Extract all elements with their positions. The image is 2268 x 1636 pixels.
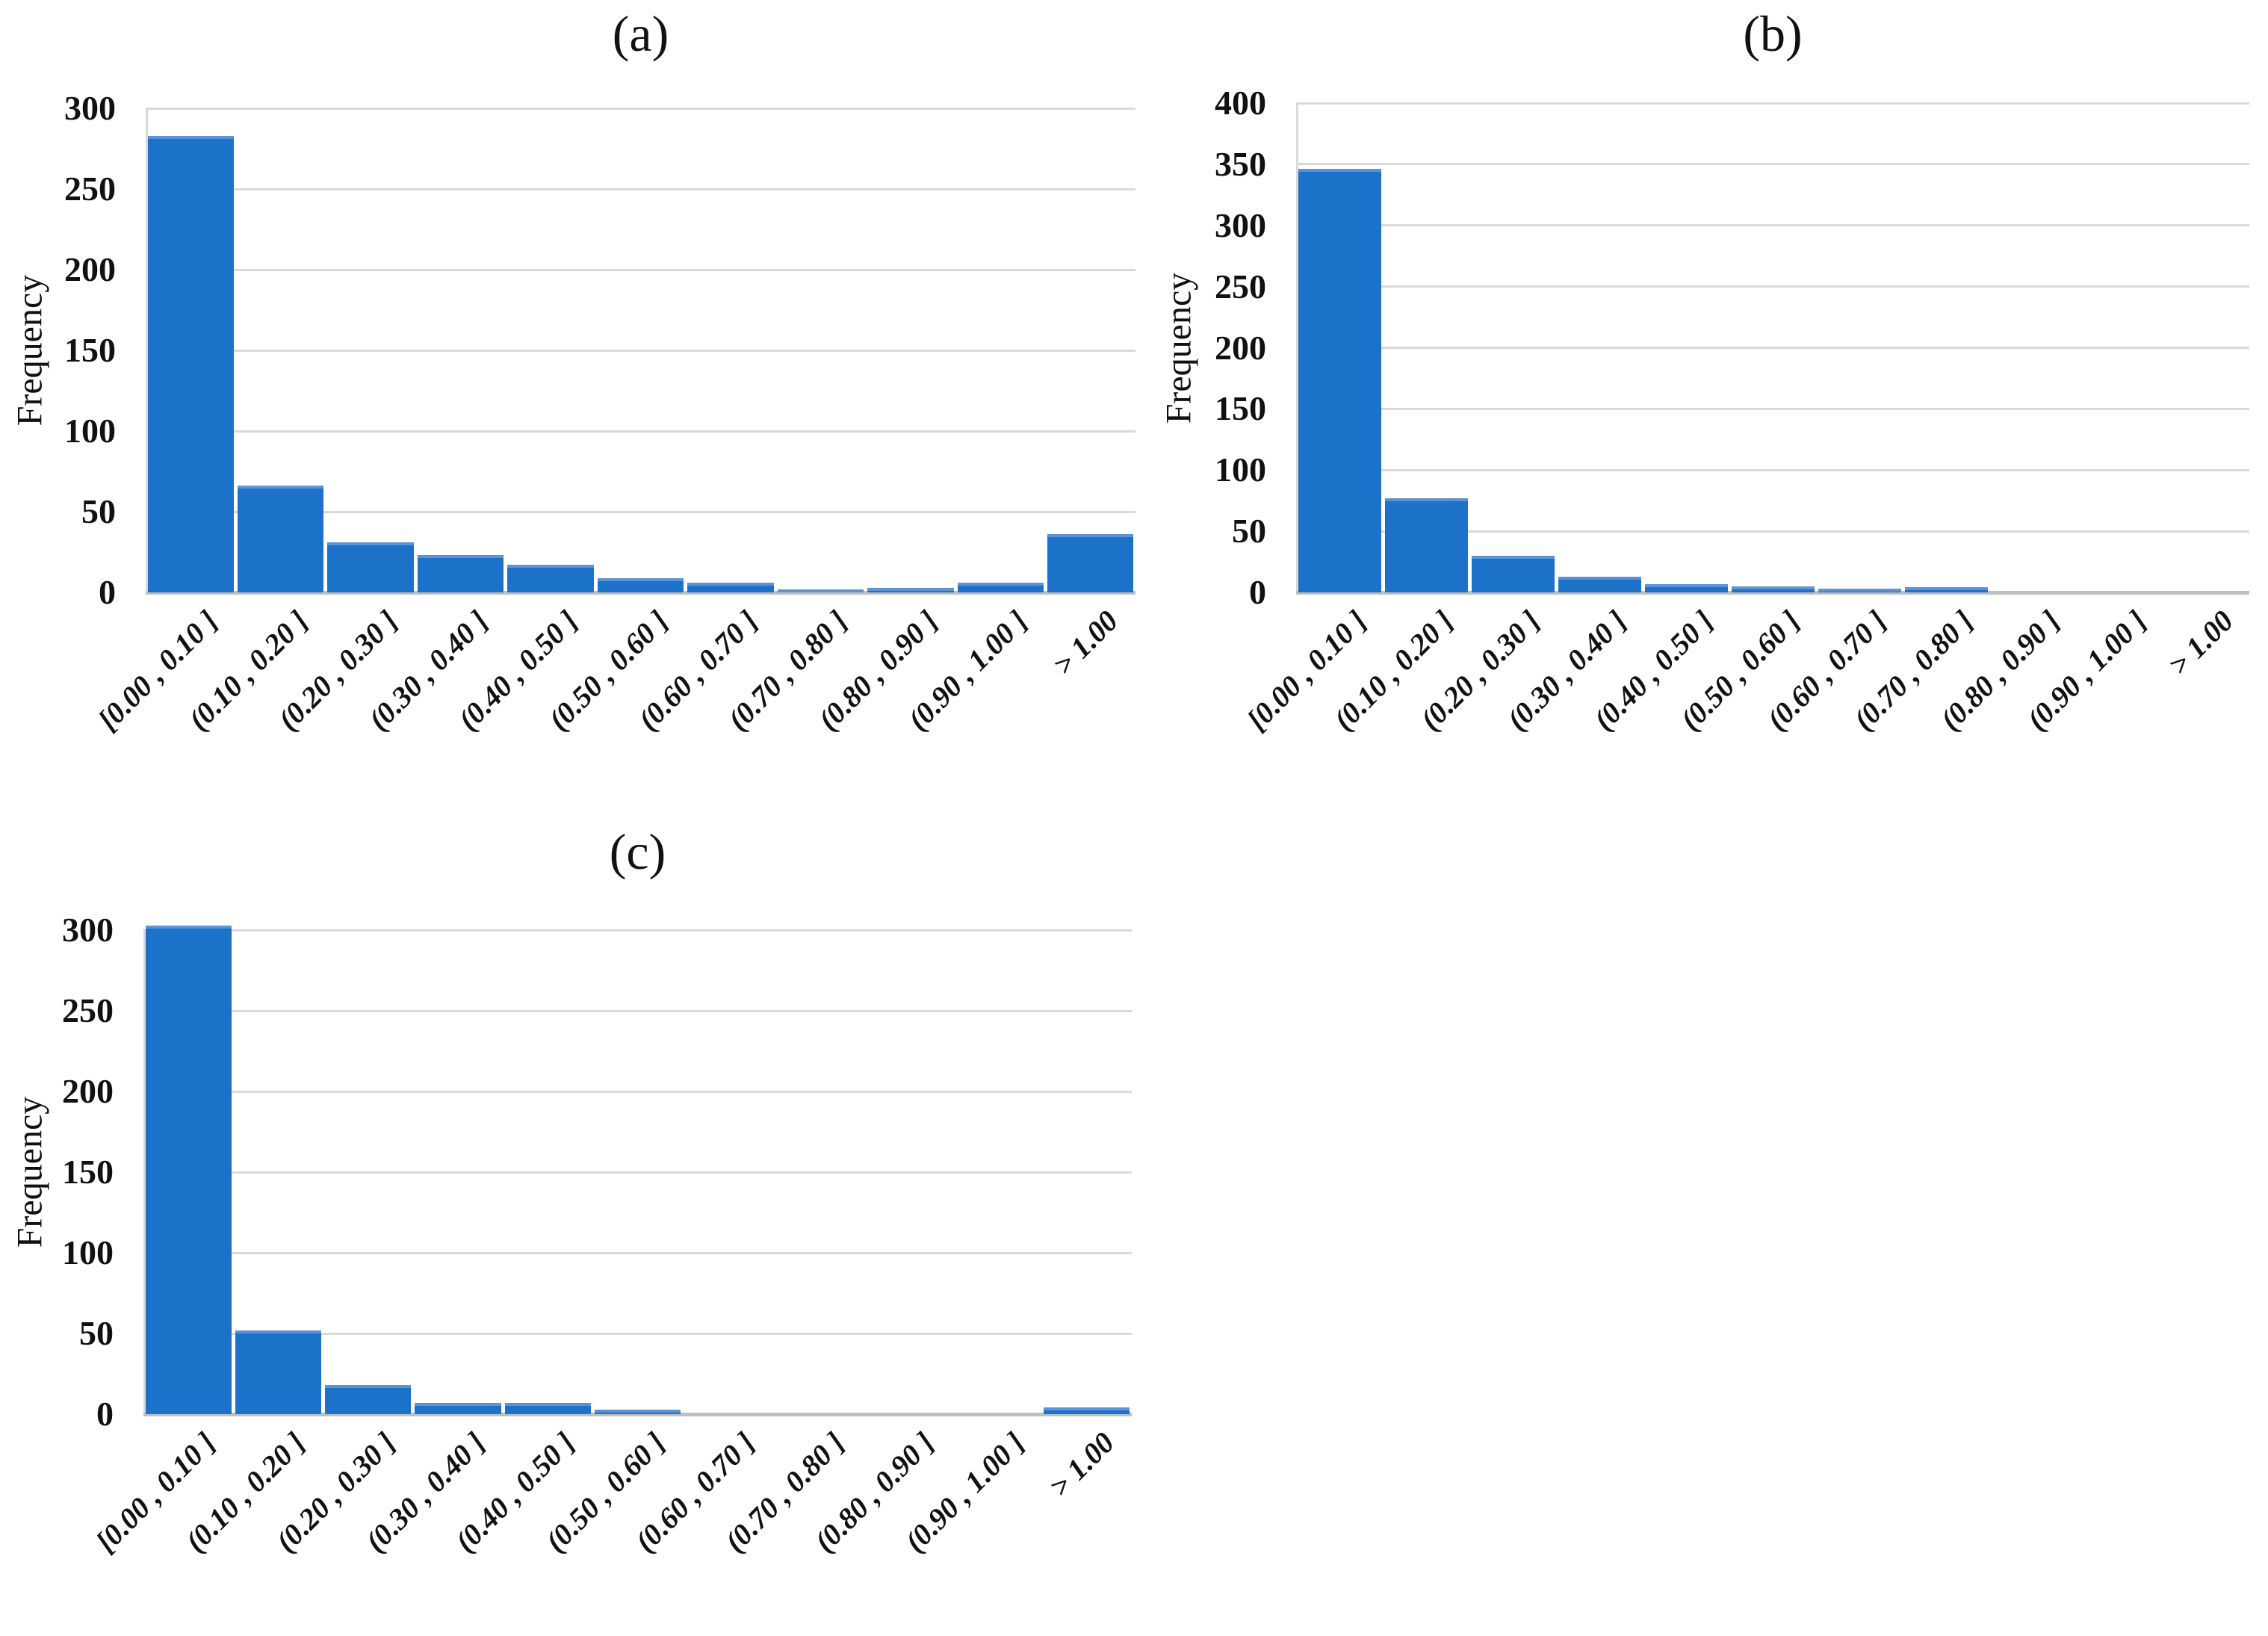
y-tick-label: 350 (1215, 144, 1266, 183)
gridline (143, 1251, 1132, 1254)
bar (1047, 534, 1134, 592)
y-tick-label: 150 (64, 331, 116, 369)
gridline (1296, 224, 2249, 227)
y-tick-label: 400 (1215, 84, 1266, 122)
chart-b-title: (b) (1743, 5, 1803, 62)
y-tick-label: 250 (62, 991, 114, 1029)
bar (1558, 576, 1641, 592)
bar (147, 135, 234, 592)
gridline (146, 349, 1135, 352)
y-tick-label: 0 (99, 573, 116, 611)
bar (957, 583, 1044, 592)
bar (507, 565, 594, 592)
bar (504, 1402, 591, 1414)
y-tick-label: 50 (81, 492, 116, 530)
gridline (146, 510, 1135, 513)
bar (867, 587, 954, 592)
y-tick-label: 150 (62, 1153, 114, 1191)
y-tick-label: 200 (1215, 328, 1266, 367)
bar (1904, 587, 1988, 592)
x-axis-line (146, 591, 1135, 595)
y-tick-label: 100 (64, 412, 116, 450)
gridline (143, 1171, 1132, 1174)
x-axis-line (1296, 591, 2249, 595)
y-tick-label: 50 (1232, 512, 1266, 551)
gridline (1296, 468, 2249, 471)
bar (235, 1330, 322, 1414)
y-tick-label: 200 (64, 250, 116, 288)
bar (1384, 498, 1468, 592)
x-axis-line (143, 1413, 1132, 1416)
chart-a-title: (a) (612, 5, 669, 62)
y-tick-label: 50 (79, 1314, 114, 1352)
bar (1298, 169, 1381, 592)
y-tick-label: 300 (62, 911, 114, 949)
bar (327, 542, 414, 592)
y-tick-label: 100 (1215, 450, 1266, 489)
bar (415, 1402, 501, 1414)
bar (1731, 586, 1815, 592)
bar (1471, 555, 1555, 592)
bar (594, 1409, 681, 1414)
bar (597, 577, 684, 592)
y-tick-label: 0 (96, 1395, 114, 1433)
y-tick-label: 250 (64, 170, 116, 208)
y-tick-label: 250 (1215, 267, 1266, 306)
bar (687, 583, 774, 592)
bar (417, 555, 504, 592)
gridline (1296, 347, 2249, 349)
gridline (146, 188, 1135, 190)
gridline (146, 268, 1135, 271)
bar (145, 925, 232, 1414)
gridline (1296, 163, 2249, 166)
gridline (143, 1009, 1132, 1012)
gridline (146, 430, 1135, 433)
y-tick-label: 100 (62, 1233, 114, 1271)
gridline (1296, 285, 2249, 288)
bar (1044, 1407, 1130, 1414)
bar (777, 589, 864, 592)
bar (1818, 589, 1901, 592)
y-tick-label: 300 (64, 89, 116, 127)
bar (237, 486, 324, 592)
gridline (143, 1090, 1132, 1093)
gridline (143, 1332, 1132, 1335)
gridline (143, 929, 1132, 932)
gridline (146, 107, 1135, 110)
chart-c-title: (c) (609, 823, 666, 880)
y-tick-label: 300 (1215, 205, 1266, 244)
bar (325, 1385, 412, 1414)
bar (1644, 583, 1728, 592)
gridline (1296, 102, 2249, 105)
y-tick-label: 150 (1215, 389, 1266, 428)
y-tick-label: 200 (62, 1072, 114, 1110)
gridline (1296, 530, 2249, 533)
gridline (1296, 407, 2249, 410)
y-tick-label: 0 (1249, 573, 1266, 611)
